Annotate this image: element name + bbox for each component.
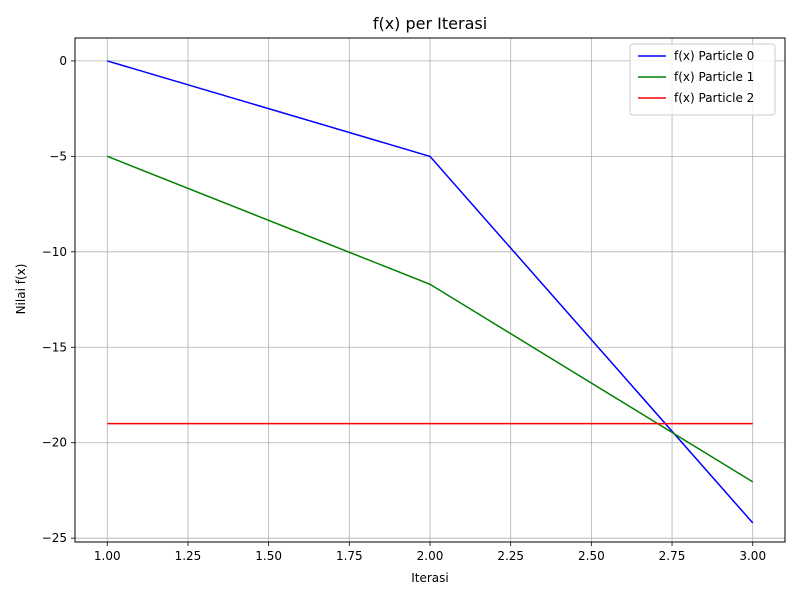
x-tick-label: 1.25 (175, 549, 202, 563)
y-tick-label: 0 (59, 54, 67, 68)
legend-label-particle-1: f(x) Particle 1 (674, 70, 754, 84)
x-tick-label: 1.00 (94, 549, 121, 563)
x-tick-label: 1.75 (336, 549, 363, 563)
y-tick-label: −5 (49, 149, 67, 163)
y-tick-label: −20 (42, 436, 67, 450)
x-tick-label: 2.00 (417, 549, 444, 563)
y-axis-ticks: 0 −5 −10 −15 −20 −25 (42, 54, 75, 545)
y-axis-label: Nilai f(x) (14, 264, 28, 315)
x-axis-label: Iterasi (411, 571, 449, 585)
series-line-particle-0 (107, 60, 754, 524)
legend: f(x) Particle 0 f(x) Particle 1 f(x) Parti… (629, 43, 776, 116)
x-tick-label: 1.50 (255, 549, 282, 563)
legend-label-particle-2: f(x) Particle 2 (674, 91, 754, 105)
series-line-particle-1 (106, 155, 754, 483)
chart-title: f(x) per Iterasi (373, 14, 487, 33)
x-tick-label: 3.00 (739, 549, 766, 563)
x-axis-ticks: 1.00 1.25 1.50 1.75 2.00 2.25 2.50 2.75 3.00 (94, 542, 766, 563)
y-tick-label: −10 (42, 245, 67, 259)
x-tick-label: 2.50 (578, 549, 605, 563)
x-tick-label: 2.25 (497, 549, 524, 563)
legend-box (629, 43, 776, 116)
x-tick-label: 2.75 (659, 549, 686, 563)
y-tick-label: −15 (42, 340, 67, 354)
legend-label-particle-0: f(x) Particle 0 (674, 49, 754, 63)
y-tick-label: −25 (42, 531, 67, 545)
series-lines (106, 60, 754, 524)
